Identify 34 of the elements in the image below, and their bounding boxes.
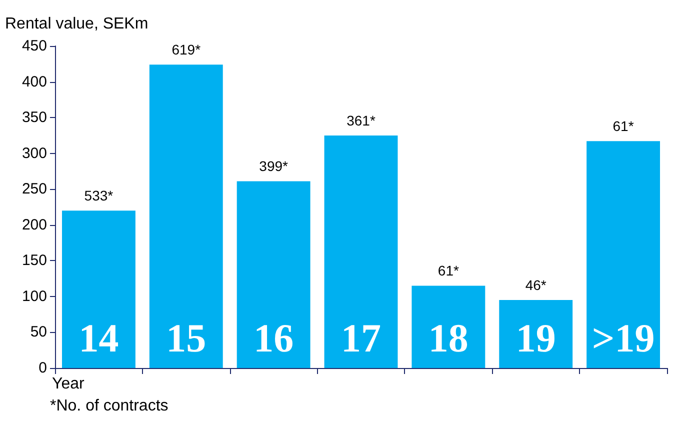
annotation: 399* [259,158,289,174]
bar [324,135,398,368]
x-tick-label: 16 [254,316,294,360]
x-tick-label: 17 [341,316,381,360]
x-tick-label: 18 [428,316,468,360]
y-tick-label: 100 [22,288,47,305]
annotation: 533* [84,188,114,204]
bar [62,210,136,368]
bar [412,286,486,368]
annotation: 619* [172,42,202,58]
y-tick-label: 0 [38,360,47,376]
y-tick-label: 50 [30,324,47,341]
text: *No. of contracts [50,398,168,414]
annotation: 46* [525,277,547,294]
y-tick-label: 200 [22,216,47,234]
bar [586,141,660,368]
y-tick-label: 350 [22,109,47,126]
annotation: 361* [346,112,376,128]
annotation: 61* [438,262,460,279]
y-tick-label: 150 [22,252,47,270]
x-tick-label: >19 [592,316,655,360]
y-tick-label: 450 [22,38,47,54]
bar [236,181,310,368]
bar [499,300,573,368]
x-tick-label: 15 [166,316,206,360]
x-tick-label: 14 [78,316,119,360]
y-axis-title: Rental value, SEKm [5,16,148,32]
y-tick-label: 250 [22,180,47,198]
x-tick-label: 19 [516,316,556,360]
x-axis-title: Year [52,376,85,392]
y-tick-label: 400 [22,73,47,90]
annotation: 61* [612,118,634,134]
y-tick-label: 300 [22,144,47,162]
bar [149,64,223,368]
